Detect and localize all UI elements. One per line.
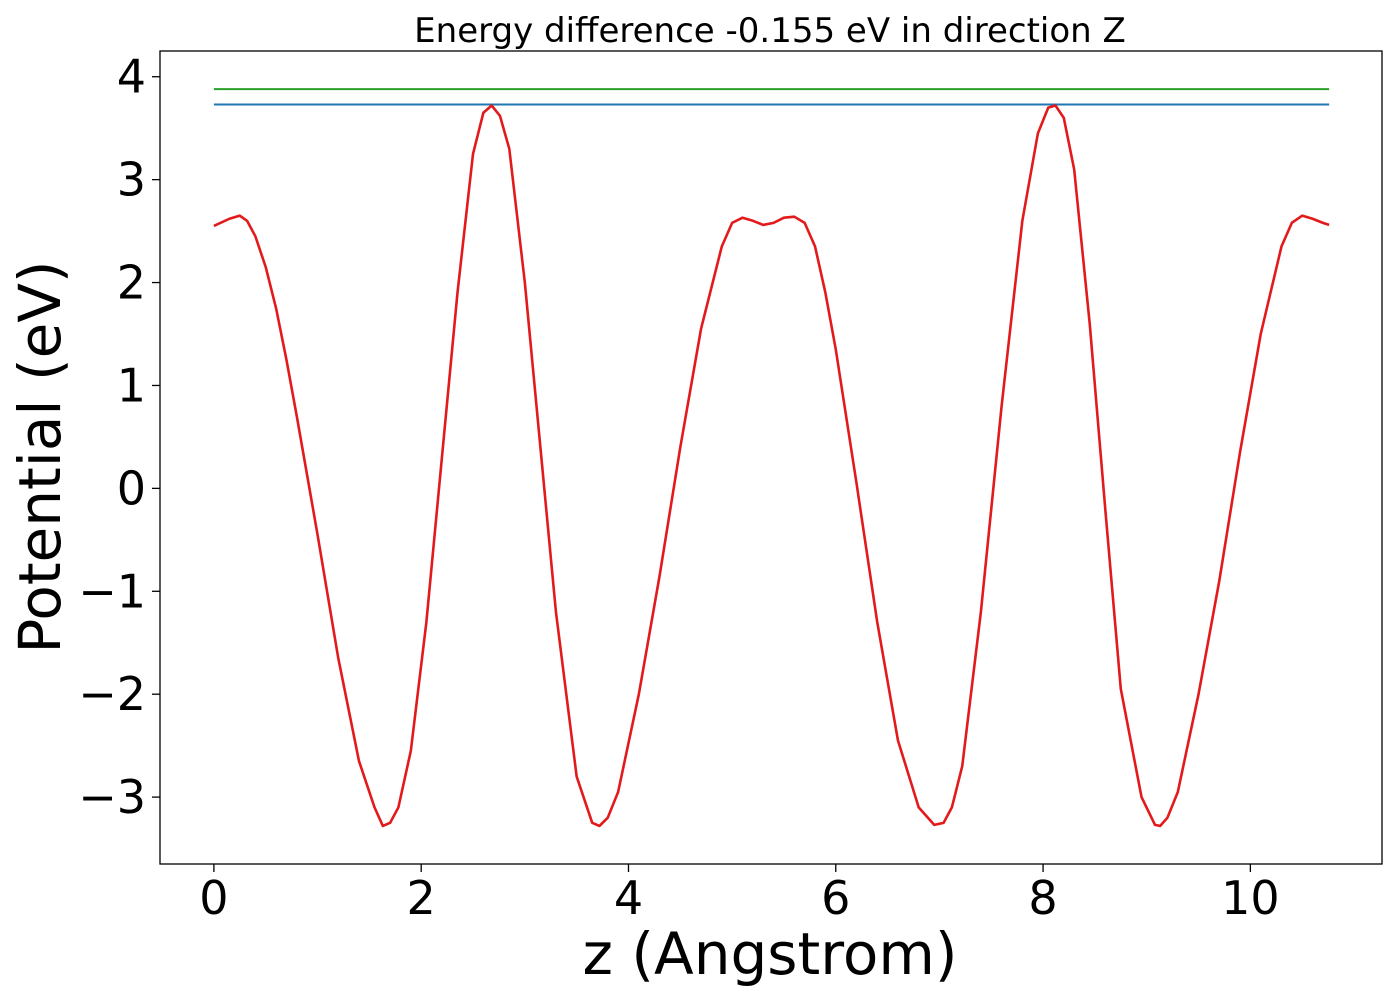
chart-title: Energy difference -0.155 eV in direction… (414, 11, 1126, 51)
x-axis-label: z (Angstrom) (583, 920, 958, 988)
plot-lines (213, 88, 1330, 828)
y-tick-label: 0 (117, 461, 146, 515)
x-tick-label: 0 (199, 871, 228, 925)
y-axis-ticks: −3 −2 −1 0 1 2 3 4 (78, 50, 160, 824)
plot-frame (159, 50, 1383, 865)
x-tick-label: 8 (1028, 871, 1057, 925)
y-tick-label: 3 (117, 153, 146, 207)
y-tick-label: 2 (117, 256, 146, 310)
y-tick-label: −2 (78, 667, 146, 721)
x-tick-label: 6 (821, 871, 850, 925)
x-axis-ticks: 0 2 4 6 8 10 (199, 864, 1280, 925)
y-tick-label: −1 (78, 564, 146, 618)
x-tick-label: 2 (407, 871, 436, 925)
x-tick-label: 10 (1221, 871, 1280, 925)
x-tick-label: 4 (614, 871, 643, 925)
y-tick-label: 4 (117, 50, 146, 104)
y-tick-label: 1 (117, 358, 146, 412)
y-tick-label: −3 (78, 770, 146, 824)
series-line-3 (213, 104, 1330, 828)
y-axis-label: Potential (eV) (6, 260, 74, 653)
